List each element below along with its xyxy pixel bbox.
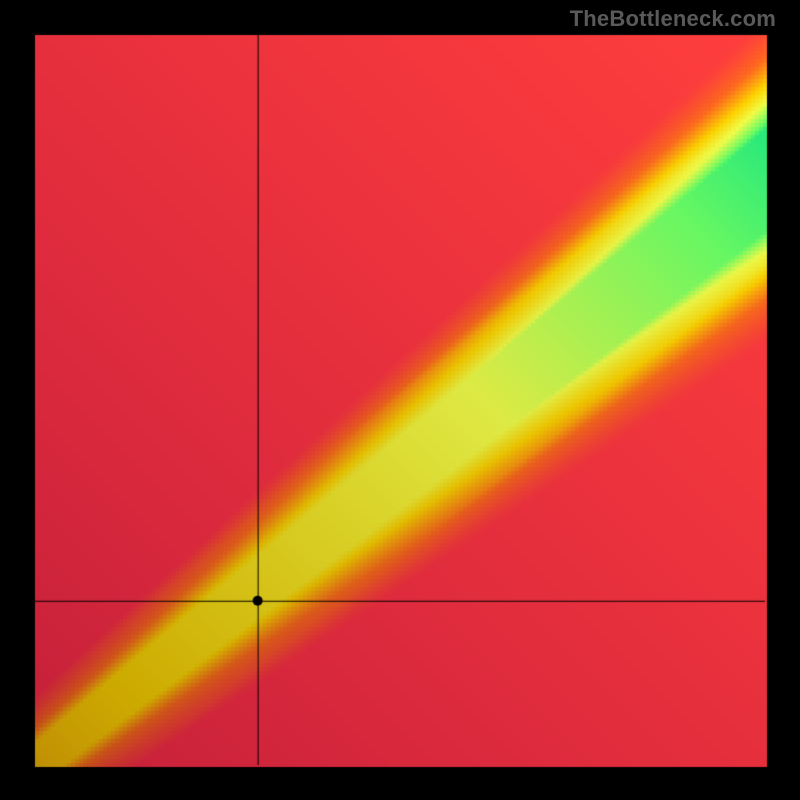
- bottleneck-heatmap-canvas: [0, 0, 800, 800]
- chart-container: TheBottleneck.com: [0, 0, 800, 800]
- watermark-label: TheBottleneck.com: [570, 6, 776, 32]
